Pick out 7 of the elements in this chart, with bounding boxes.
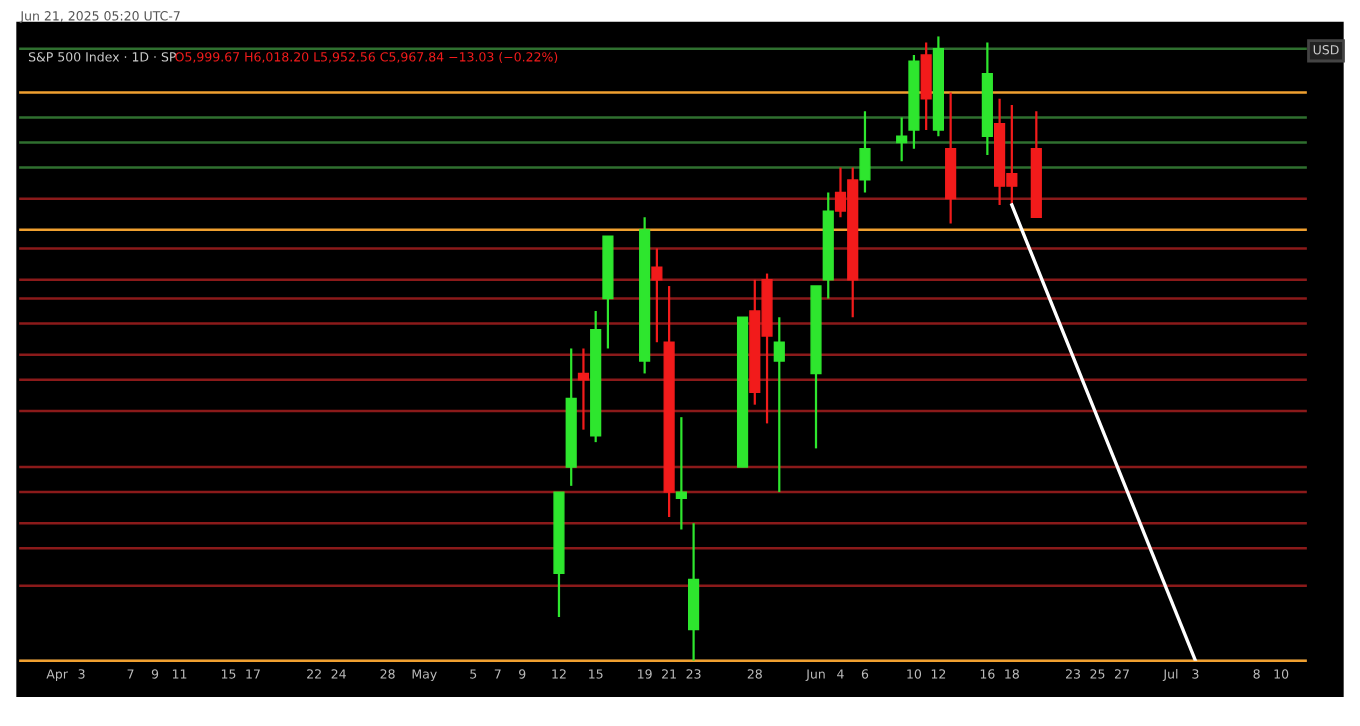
candlestick (675, 416, 687, 531)
candlestick (773, 316, 785, 494)
candlestick (859, 110, 871, 194)
candlestick (577, 347, 590, 431)
candlestick (920, 41, 932, 132)
candlestick (651, 247, 663, 344)
candlestick (896, 116, 908, 163)
